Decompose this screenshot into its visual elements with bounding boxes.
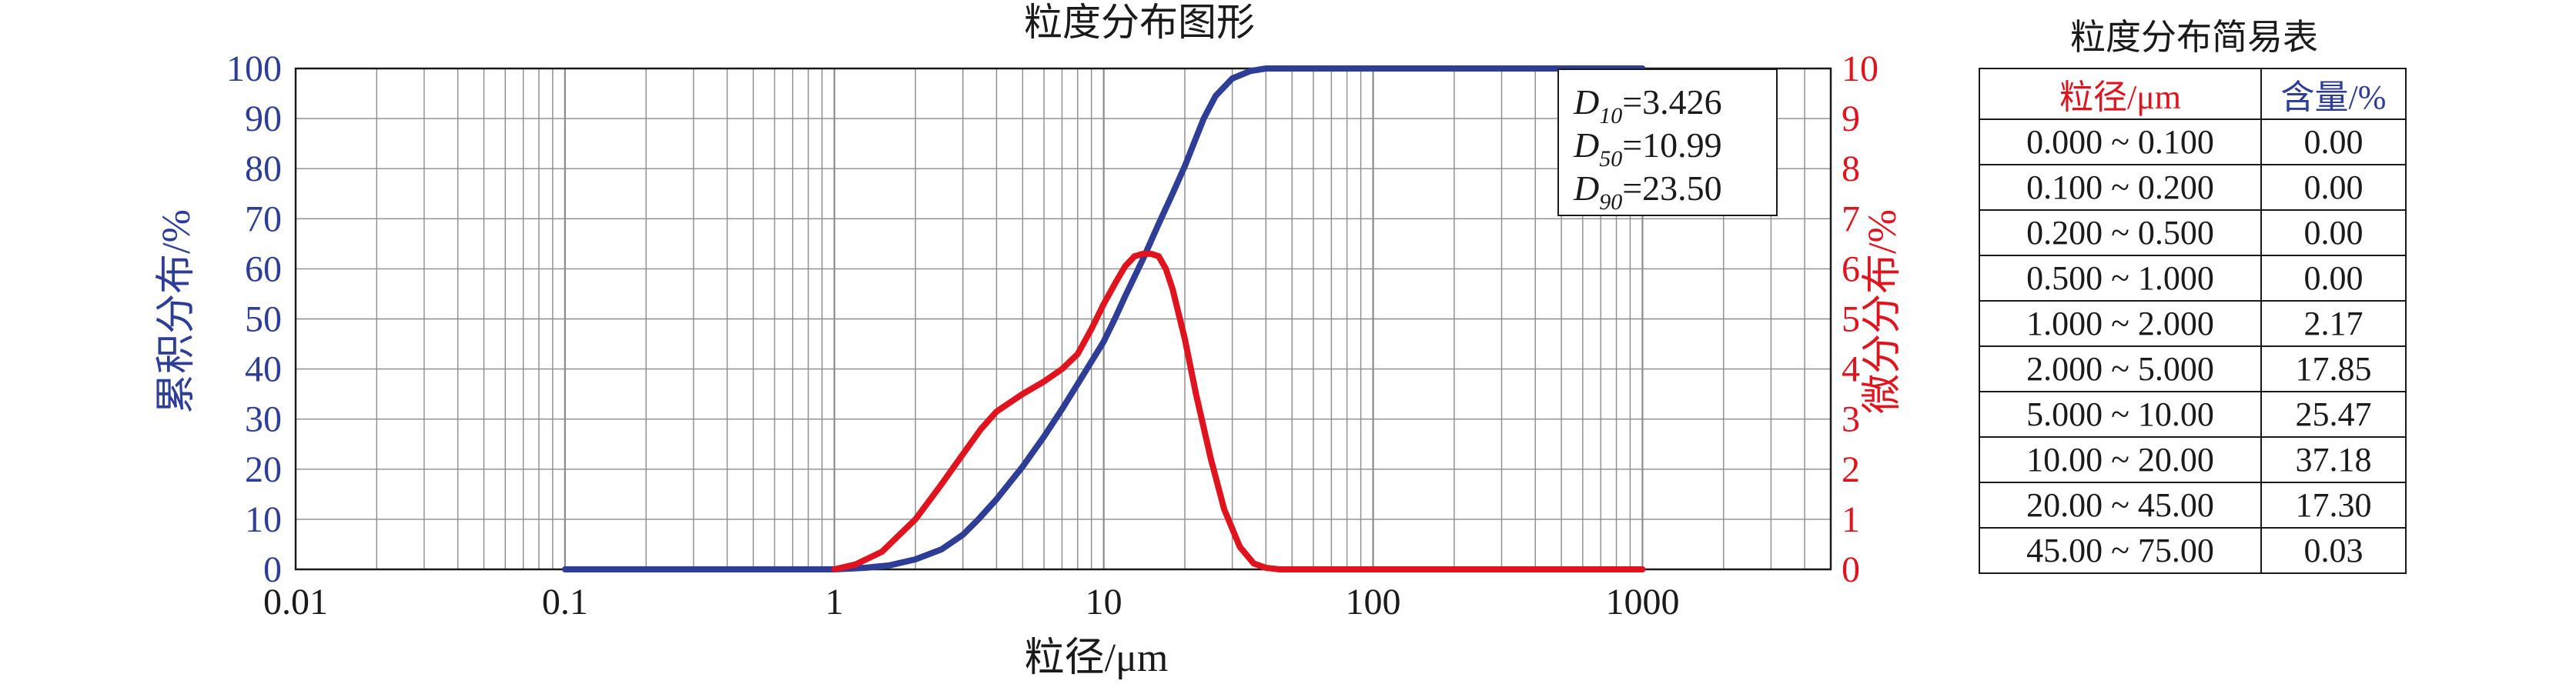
- table-row: 20.00 ~ 45.00 17.30: [1979, 482, 2407, 529]
- size-range-cell: 1.000 ~ 2.000: [1979, 300, 2262, 347]
- content-cell: 0.00: [2260, 255, 2407, 302]
- size-range-cell: 10.00 ~ 20.00: [1979, 436, 2262, 483]
- y-tick-label-right: 8: [1842, 148, 1860, 189]
- table-row: 5.000 ~ 10.00 25.47: [1979, 391, 2407, 438]
- x-tick-label: 0.1: [542, 582, 588, 622]
- summary-table-title: 粒度分布简易表: [2070, 18, 2318, 57]
- table-row: 45.00 ~ 75.00 0.03: [1979, 527, 2407, 574]
- cumulative-distribution-line: [561, 65, 1646, 572]
- table-row: 0.100 ~ 0.200 0.00: [1979, 164, 2407, 211]
- table-row: 0.000 ~ 0.100 0.00: [1979, 118, 2407, 165]
- size-range-cell: 0.100 ~ 0.200: [1979, 164, 2262, 211]
- content-cell: 0.03: [2260, 527, 2407, 574]
- stat-symbol: D: [1573, 82, 1599, 122]
- y-tick-label-left: 70: [245, 199, 282, 239]
- content-cell: 0.00: [2260, 118, 2407, 165]
- table-row: 10.00 ~ 20.00 37.18: [1979, 436, 2407, 483]
- stat-d90: D90=23.50: [1573, 168, 1722, 215]
- size-range-cell: 45.00 ~ 75.00: [1979, 527, 2262, 574]
- differential-distribution-line: [831, 250, 1646, 572]
- y-tick-label-right: 3: [1842, 399, 1860, 440]
- table-row: 1.000 ~ 2.000 2.17: [1979, 300, 2407, 347]
- series-lines: [561, 65, 1646, 572]
- y-tick-label-left: 20: [245, 449, 282, 490]
- y-tick-label-right: 7: [1842, 199, 1860, 239]
- y-tick-label-right: 4: [1842, 349, 1860, 390]
- x-tick-label: 0.01: [263, 582, 328, 622]
- y-tick-label-right: 5: [1842, 299, 1860, 340]
- summary-table: 粒径/μm 含量/% 0.000 ~ 0.100 0.00 0.100 ~ 0.20…: [1979, 68, 2407, 574]
- chart-title: 粒度分布图形: [1024, 1, 1255, 44]
- y-tick-label-left: 80: [245, 148, 282, 189]
- size-range-cell: 0.200 ~ 0.500: [1979, 209, 2262, 256]
- content-cell: 17.30: [2260, 482, 2407, 529]
- y-tick-label-left: 0: [263, 549, 282, 590]
- y-tick-label-right: 1: [1842, 499, 1860, 540]
- size-range-cell: 0.000 ~ 0.100: [1979, 118, 2262, 165]
- stat-value: =3.426: [1622, 82, 1721, 122]
- y-tick-label-left: 90: [245, 98, 282, 139]
- y-tick-label-right: 9: [1842, 98, 1860, 139]
- content-cell: 0.00: [2260, 164, 2407, 211]
- stat-subscript: 90: [1599, 189, 1622, 215]
- stat-d50: D50=10.99: [1573, 125, 1722, 172]
- x-tick-label: 1000: [1605, 582, 1679, 622]
- y-axis-label-left: 累积分布/%: [155, 209, 199, 414]
- content-cell: 0.00: [2260, 209, 2407, 256]
- content-cell: 2.17: [2260, 300, 2407, 347]
- y-tick-label-left: 100: [226, 48, 282, 89]
- stat-value: =23.50: [1622, 168, 1721, 208]
- header-size-range: 粒径/μm: [1979, 68, 2262, 120]
- size-range-cell: 0.500 ~ 1.000: [1979, 255, 2262, 302]
- y-tick-label-right: 10: [1842, 48, 1878, 89]
- x-tick-label: 10: [1086, 582, 1122, 622]
- stat-subscript: 50: [1599, 146, 1622, 172]
- y-tick-label-left: 60: [245, 249, 282, 289]
- table-row: 0.200 ~ 0.500 0.00: [1979, 209, 2407, 256]
- header-content: 含量/%: [2260, 68, 2407, 120]
- table-row: 0.500 ~ 1.000 0.00: [1979, 255, 2407, 302]
- stat-d10: D10=3.426: [1573, 82, 1722, 128]
- stat-value: =10.99: [1622, 125, 1721, 165]
- size-range-cell: 5.000 ~ 10.00: [1979, 391, 2262, 438]
- y-axis-label-right: 微分分布/%: [1861, 209, 1905, 414]
- y-tick-label-right: 0: [1842, 549, 1860, 590]
- x-axis-label: 粒径/μm: [1025, 636, 1169, 680]
- stat-symbol: D: [1573, 168, 1599, 208]
- y-tick-label-right: 6: [1842, 249, 1860, 289]
- grid: [296, 68, 1831, 569]
- stat-subscript: 10: [1599, 103, 1622, 128]
- y-tick-label-left: 10: [245, 499, 282, 540]
- size-range-cell: 2.000 ~ 5.000: [1979, 345, 2262, 392]
- table-row: 2.000 ~ 5.000 17.85: [1979, 345, 2407, 392]
- x-tick-label: 100: [1346, 582, 1401, 622]
- size-range-cell: 20.00 ~ 45.00: [1979, 482, 2262, 529]
- y-tick-label-right: 2: [1842, 449, 1860, 490]
- stat-symbol: D: [1573, 125, 1599, 165]
- y-tick-label-left: 30: [245, 399, 282, 440]
- plot-frame: [294, 67, 1832, 571]
- content-cell: 17.85: [2260, 345, 2407, 392]
- content-cell: 25.47: [2260, 391, 2407, 438]
- stats-box-frame: [1557, 68, 1778, 216]
- content-cell: 37.18: [2260, 436, 2407, 483]
- y-tick-label-left: 50: [245, 299, 282, 340]
- y-tick-label-left: 40: [245, 349, 282, 390]
- summary-header-row: 粒径/μm 含量/%: [1979, 68, 2407, 120]
- x-tick-label: 1: [825, 582, 844, 622]
